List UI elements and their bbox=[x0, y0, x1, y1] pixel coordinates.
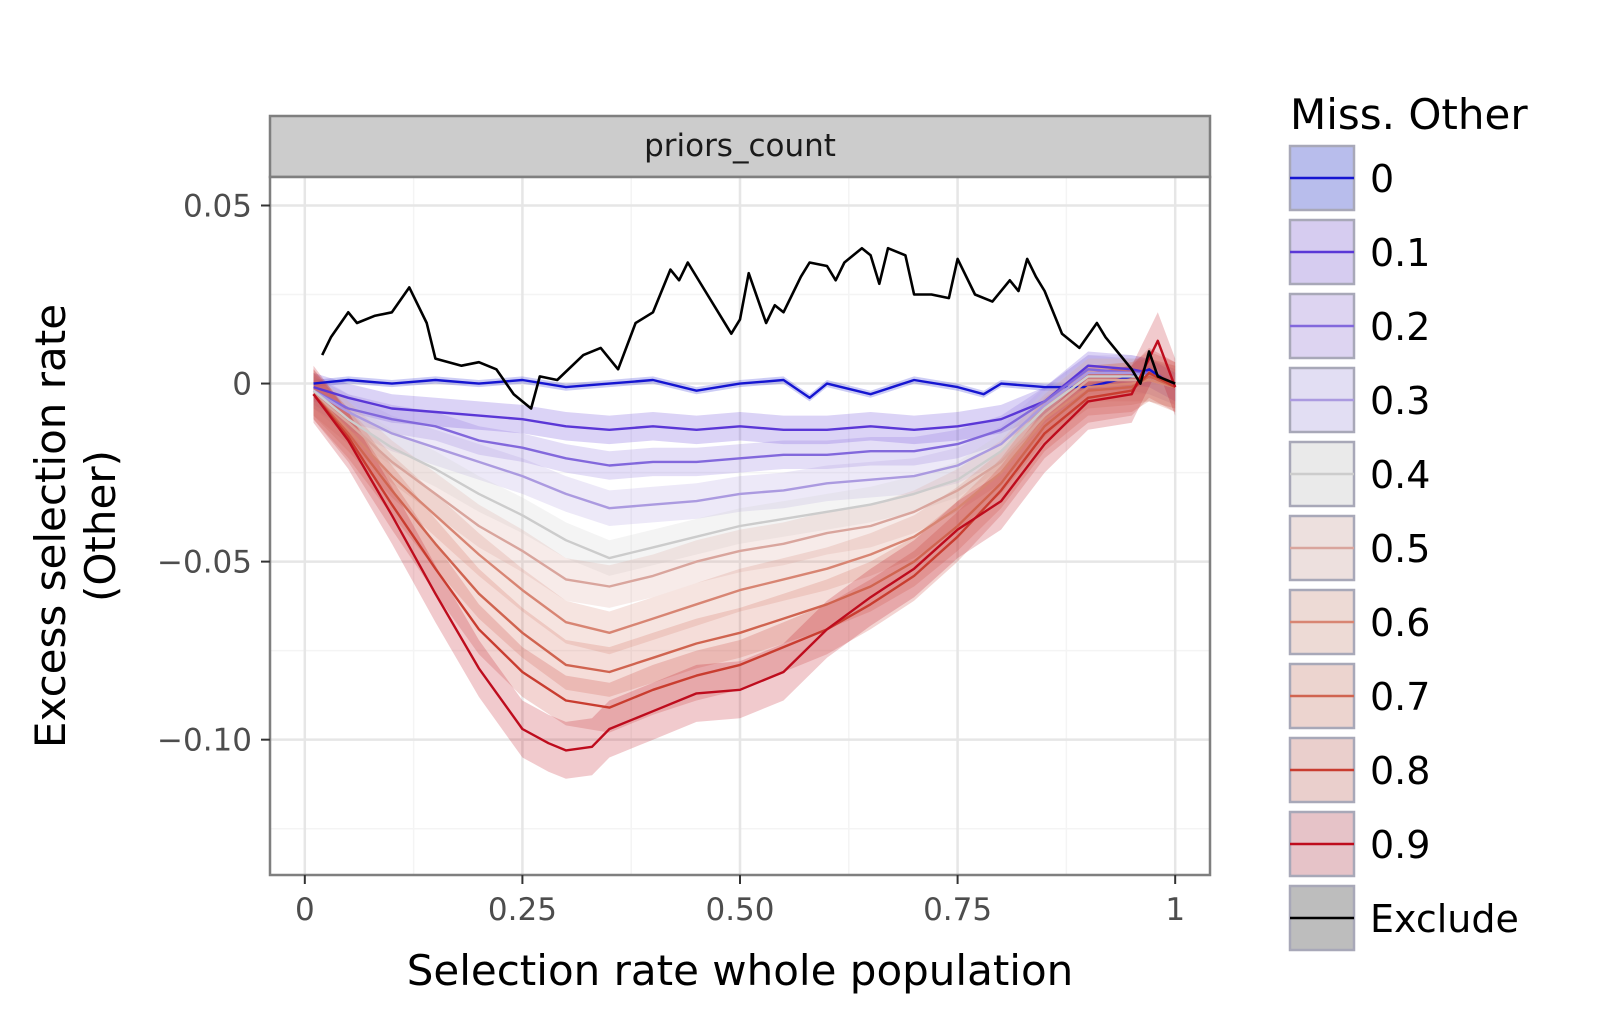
legend-title: Miss. Other bbox=[1290, 90, 1528, 139]
y-axis-title-line-1: Excess selection rate bbox=[26, 304, 75, 748]
line-series-0-9 bbox=[312, 339, 1177, 752]
x-tick-label: 0.50 bbox=[705, 892, 774, 928]
y-tick-label: 0 bbox=[232, 367, 252, 403]
legend-label-0-9: 0.9 bbox=[1370, 823, 1430, 867]
y-axis-title-line-2: (Other) bbox=[76, 450, 125, 602]
legend-label-0-4: 0.4 bbox=[1370, 453, 1430, 497]
legend: 0 0.1 0.2 0.3 0.4 0.5 0.6 0.7 0.8 0.9 Exclude bbox=[1288, 144, 1519, 952]
y-tick-label: 0.05 bbox=[183, 188, 252, 224]
line-series-0-2 bbox=[312, 368, 1176, 467]
line-series-0-6 bbox=[312, 378, 1176, 634]
line-series-0-1 bbox=[313, 364, 1176, 431]
legend-label-0-1: 0.1 bbox=[1370, 231, 1430, 275]
line-series-exclude bbox=[321, 246, 1176, 410]
facet-label: priors_count bbox=[644, 128, 836, 164]
y-axis: 0.05 0 −0.05 −0.10 bbox=[157, 188, 270, 759]
facet-strip bbox=[268, 114, 1212, 179]
ribbon-series-0-3 bbox=[313, 355, 1176, 526]
line-series-0-3 bbox=[312, 371, 1176, 510]
y-axis-title: Excess selection rate (Other) bbox=[26, 304, 125, 748]
x-tick-label: 0.75 bbox=[923, 892, 992, 928]
ribbon-series-0-5 bbox=[313, 358, 1176, 608]
legend-label-0: 0 bbox=[1370, 157, 1394, 201]
y-tick-label: −0.05 bbox=[157, 545, 252, 581]
legend-label-0-7: 0.7 bbox=[1370, 675, 1430, 719]
x-tick-label: 0 bbox=[295, 892, 315, 928]
legend-label-0-5: 0.5 bbox=[1370, 527, 1430, 571]
line-series-0-7 bbox=[312, 375, 1176, 674]
x-tick-label: 0.25 bbox=[488, 892, 557, 928]
ribbon-series-0-4 bbox=[313, 358, 1176, 576]
line-series-0-5 bbox=[312, 378, 1176, 588]
legend-label-0-3: 0.3 bbox=[1370, 379, 1430, 423]
y-tick-label: −0.10 bbox=[157, 723, 252, 759]
legend-label-0-8: 0.8 bbox=[1370, 749, 1430, 793]
x-axis-title: Selection rate whole population bbox=[407, 946, 1074, 995]
ribbon-series-0-9 bbox=[313, 312, 1176, 779]
line-series-0-4 bbox=[312, 375, 1176, 560]
line-series-0-8 bbox=[312, 371, 1176, 709]
line-series-0 bbox=[313, 368, 1176, 399]
x-axis: 0 0.25 0.50 0.75 1 bbox=[295, 875, 1185, 928]
legend-label-0-2: 0.2 bbox=[1370, 305, 1430, 349]
x-tick-label: 1 bbox=[1165, 892, 1185, 928]
line-layer bbox=[312, 246, 1177, 752]
ribbon-series-0-6 bbox=[313, 358, 1176, 655]
legend-label-exclude: Exclude bbox=[1370, 897, 1519, 941]
legend-label-0-6: 0.6 bbox=[1370, 601, 1430, 645]
